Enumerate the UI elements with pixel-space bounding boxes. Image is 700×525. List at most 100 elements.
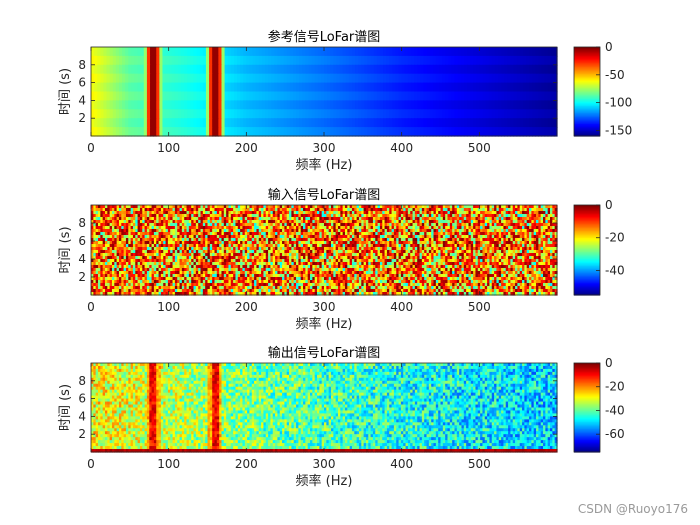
- heatmap-cell: [482, 64, 487, 75]
- heatmap-cell: [419, 220, 423, 224]
- heatmap-cell: [432, 47, 437, 57]
- heatmap-cell: [426, 109, 431, 119]
- heatmap-cell: [212, 226, 216, 230]
- heatmap-cell: [302, 55, 306, 66]
- heatmap-cell: [219, 220, 223, 224]
- heatmap-cell: [186, 238, 190, 242]
- heatmap-cell: [270, 214, 274, 218]
- heatmap-cell: [538, 214, 542, 218]
- heatmap-cell: [298, 229, 302, 233]
- heatmap-cell: [404, 47, 409, 57]
- heatmap-cell: [348, 91, 353, 101]
- heatmap-cell: [305, 229, 309, 233]
- heatmap-cell: [498, 232, 502, 236]
- heatmap-cell: [240, 127, 244, 137]
- heatmap-cell: [199, 64, 204, 75]
- heatmap-cell: [230, 109, 235, 119]
- heatmap-cell: [505, 238, 509, 242]
- heatmap-cell: [510, 229, 514, 233]
- heatmap-cell: [505, 220, 509, 224]
- heatmap-cell: [319, 226, 323, 230]
- heatmap-cell: [423, 55, 428, 66]
- heatmap-cell: [519, 220, 523, 224]
- heatmap-cell: [165, 205, 169, 209]
- heatmap-cell: [496, 220, 500, 224]
- heatmap-cell: [391, 214, 395, 218]
- heatmap-cell: [160, 226, 164, 230]
- heatmap-cell: [351, 118, 356, 128]
- heatmap-cell: [308, 55, 313, 66]
- colorbar-swatch: [574, 104, 600, 107]
- heatmap-cell: [547, 229, 551, 233]
- heatmap-cell: [235, 223, 239, 227]
- heatmap-cell: [466, 238, 470, 242]
- heatmap-cell: [375, 205, 379, 209]
- heatmap-cell: [410, 118, 415, 128]
- heatmap-cell: [479, 127, 484, 137]
- heatmap-cell: [477, 235, 481, 239]
- heatmap-cell: [302, 127, 306, 137]
- heatmap-cell: [491, 220, 495, 224]
- heatmap-cell: [324, 127, 328, 137]
- heatmap-cell: [435, 82, 440, 93]
- heatmap-cell: [299, 47, 303, 57]
- heatmap-cell: [345, 91, 350, 101]
- heatmap-cell: [125, 55, 129, 66]
- heatmap-cell: [111, 232, 115, 236]
- heatmap-cell: [291, 238, 295, 242]
- heatmap-cell: [519, 82, 524, 93]
- heatmap-cell: [376, 73, 381, 84]
- heatmap-cell: [240, 211, 244, 215]
- heatmap-cell: [207, 205, 211, 209]
- heatmap-cell: [224, 64, 229, 75]
- heatmap-cell: [400, 205, 404, 209]
- heatmap-cell: [228, 235, 232, 239]
- heatmap-cell: [515, 226, 518, 230]
- heatmap-cell: [246, 100, 251, 110]
- heatmap-cell: [379, 223, 383, 227]
- heatmap-cell: [109, 91, 114, 101]
- heatmap-cell: [482, 214, 486, 218]
- heatmap-cell: [349, 217, 353, 221]
- heatmap-cell: [128, 214, 132, 218]
- heatmap-cell: [403, 238, 407, 242]
- heatmap-cell: [202, 226, 206, 230]
- heatmap-cell: [279, 217, 283, 221]
- heatmap-cell: [314, 223, 318, 227]
- heatmap-cell: [300, 208, 304, 212]
- heatmap-cell: [473, 127, 477, 137]
- heatmap-cell: [417, 217, 421, 221]
- heatmap-cell: [396, 208, 400, 212]
- heatmap-cell: [314, 73, 319, 84]
- heatmap-cell: [163, 220, 167, 224]
- heatmap-cell: [111, 205, 115, 209]
- heatmap-cell: [177, 205, 181, 209]
- heatmap-cell: [368, 223, 372, 227]
- heatmap-cell: [337, 238, 341, 242]
- heatmap-cell: [543, 205, 546, 209]
- heatmap-cell: [249, 229, 253, 233]
- heatmap-cell: [375, 238, 379, 242]
- heatmap-cell: [249, 208, 253, 212]
- heatmap-cell: [181, 208, 185, 212]
- heatmap-cell: [477, 214, 481, 218]
- heatmap-cell: [163, 223, 167, 227]
- heatmap-cell: [494, 73, 499, 84]
- heatmap-cell: [383, 100, 387, 110]
- heatmap-cell: [111, 229, 115, 233]
- heatmap-cell: [264, 82, 269, 93]
- heatmap-cell: [256, 232, 260, 236]
- heatmap-cell: [440, 238, 444, 242]
- heatmap-cell: [391, 235, 395, 239]
- heatmap-cell: [207, 226, 211, 230]
- heatmap-cell: [525, 64, 530, 75]
- heatmap-cell: [482, 100, 487, 110]
- heatmap-cell: [300, 238, 304, 242]
- heatmap-cell: [263, 208, 267, 212]
- heatmap-cell: [438, 64, 443, 75]
- heatmap-cell: [320, 91, 325, 101]
- heatmap-cell: [199, 118, 204, 128]
- heatmap-cell: [314, 118, 319, 128]
- heatmap-cell: [552, 220, 556, 224]
- heatmap-cell: [398, 235, 402, 239]
